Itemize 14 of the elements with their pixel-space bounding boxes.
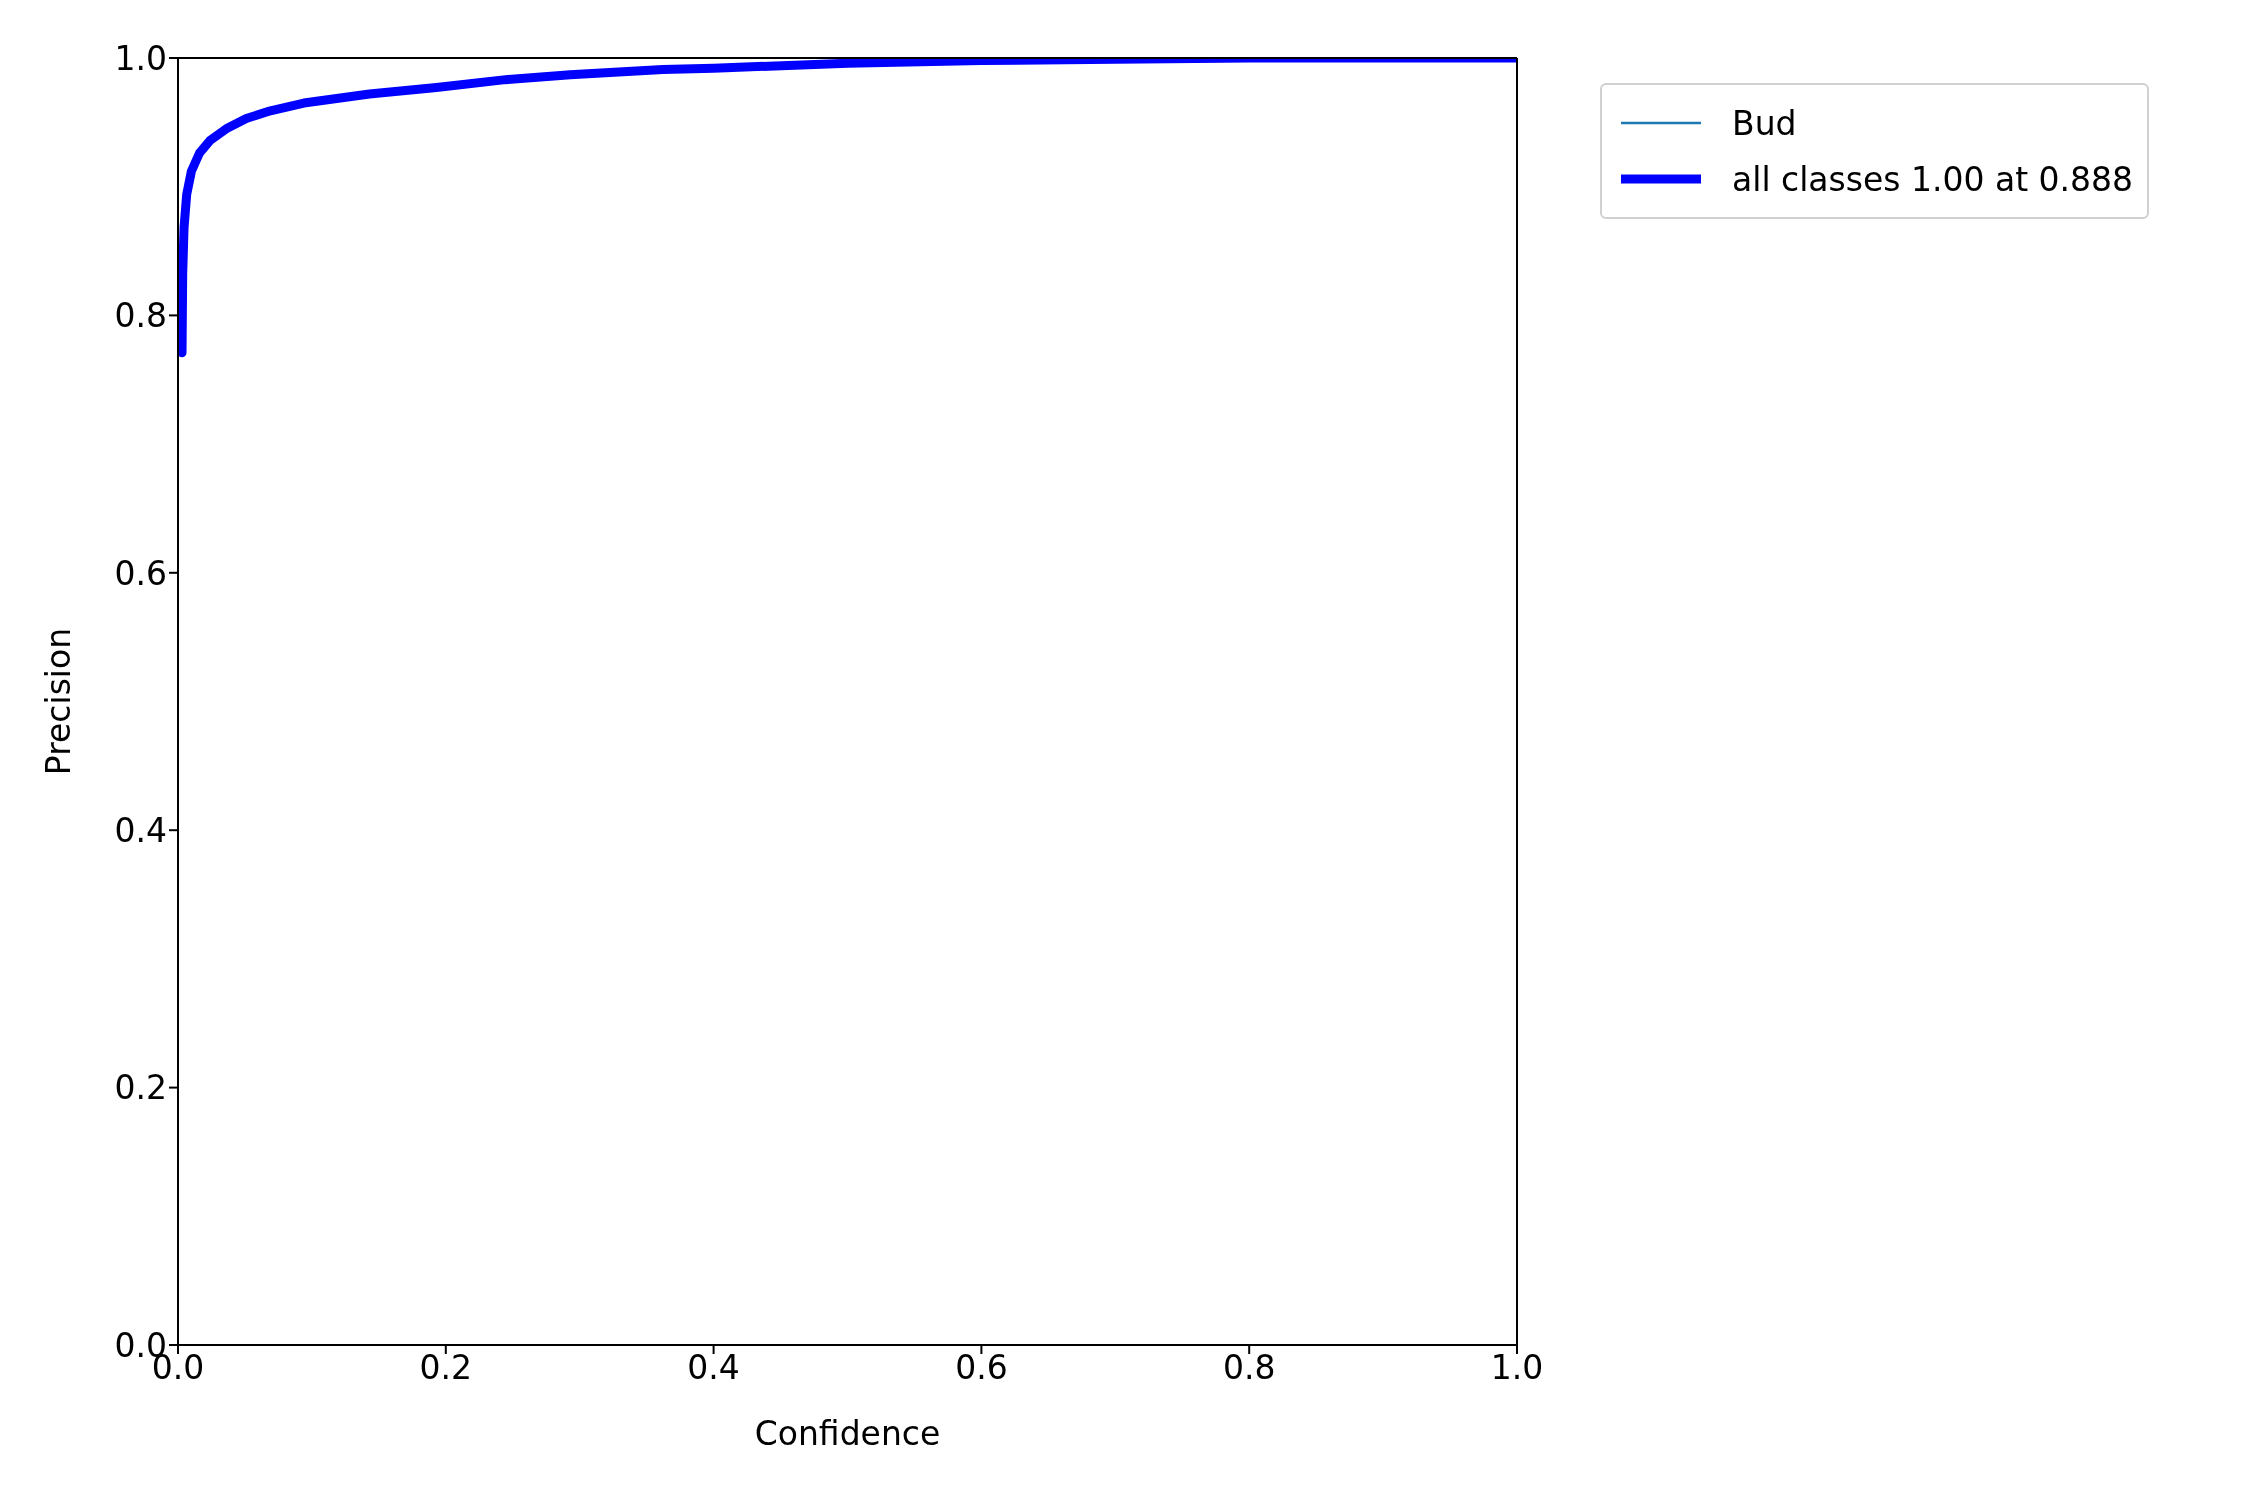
y-tick-label: 0.6 [114,553,167,593]
y-axis-title: Precision [38,627,78,776]
x-tick-label: 0.8 [1222,1348,1276,1388]
legend-label: Bud [1732,103,1797,143]
y-tick-label: 1.0 [114,38,167,78]
legend-label: all classes 1.00 at 0.888 [1732,159,2134,199]
y-tick-label: 0.2 [114,1068,167,1108]
y-tick-label: 0.4 [114,810,167,850]
x-tick-label: 0.6 [955,1348,1008,1388]
x-tick-label: 0.4 [687,1348,740,1388]
x-axis-title: Confidence [754,1414,941,1453]
x-tick-label: 0.2 [419,1348,473,1388]
x-tick-label: 1.0 [1490,1348,1544,1388]
y-tick-label: 0.8 [114,296,167,336]
